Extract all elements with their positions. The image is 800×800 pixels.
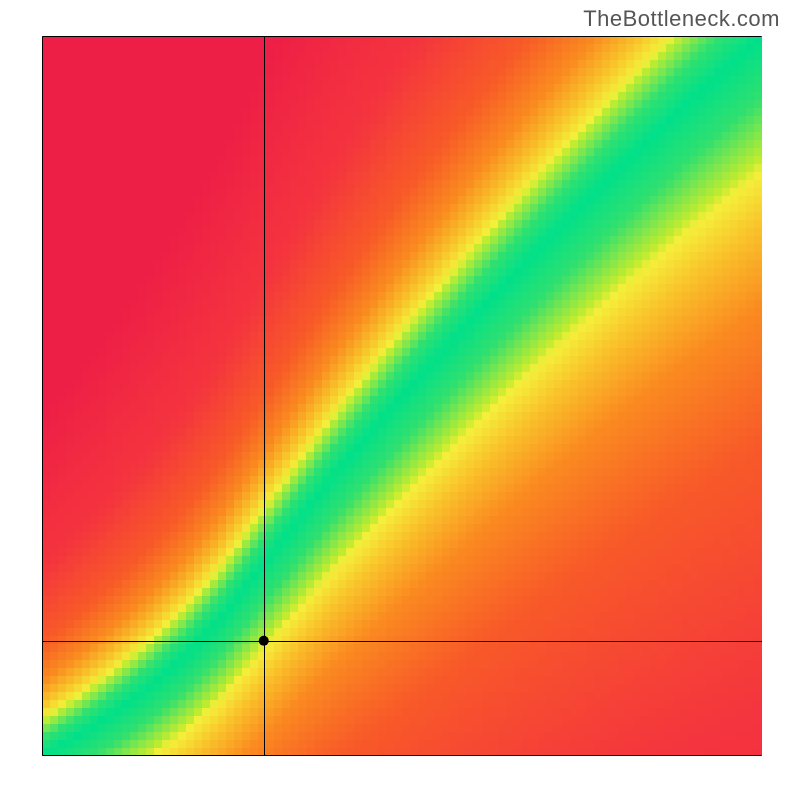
crosshair-overlay [42,36,762,756]
chart-container: { "watermark": { "text": "TheBottleneck.… [0,0,800,800]
watermark-text: TheBottleneck.com [583,6,780,32]
